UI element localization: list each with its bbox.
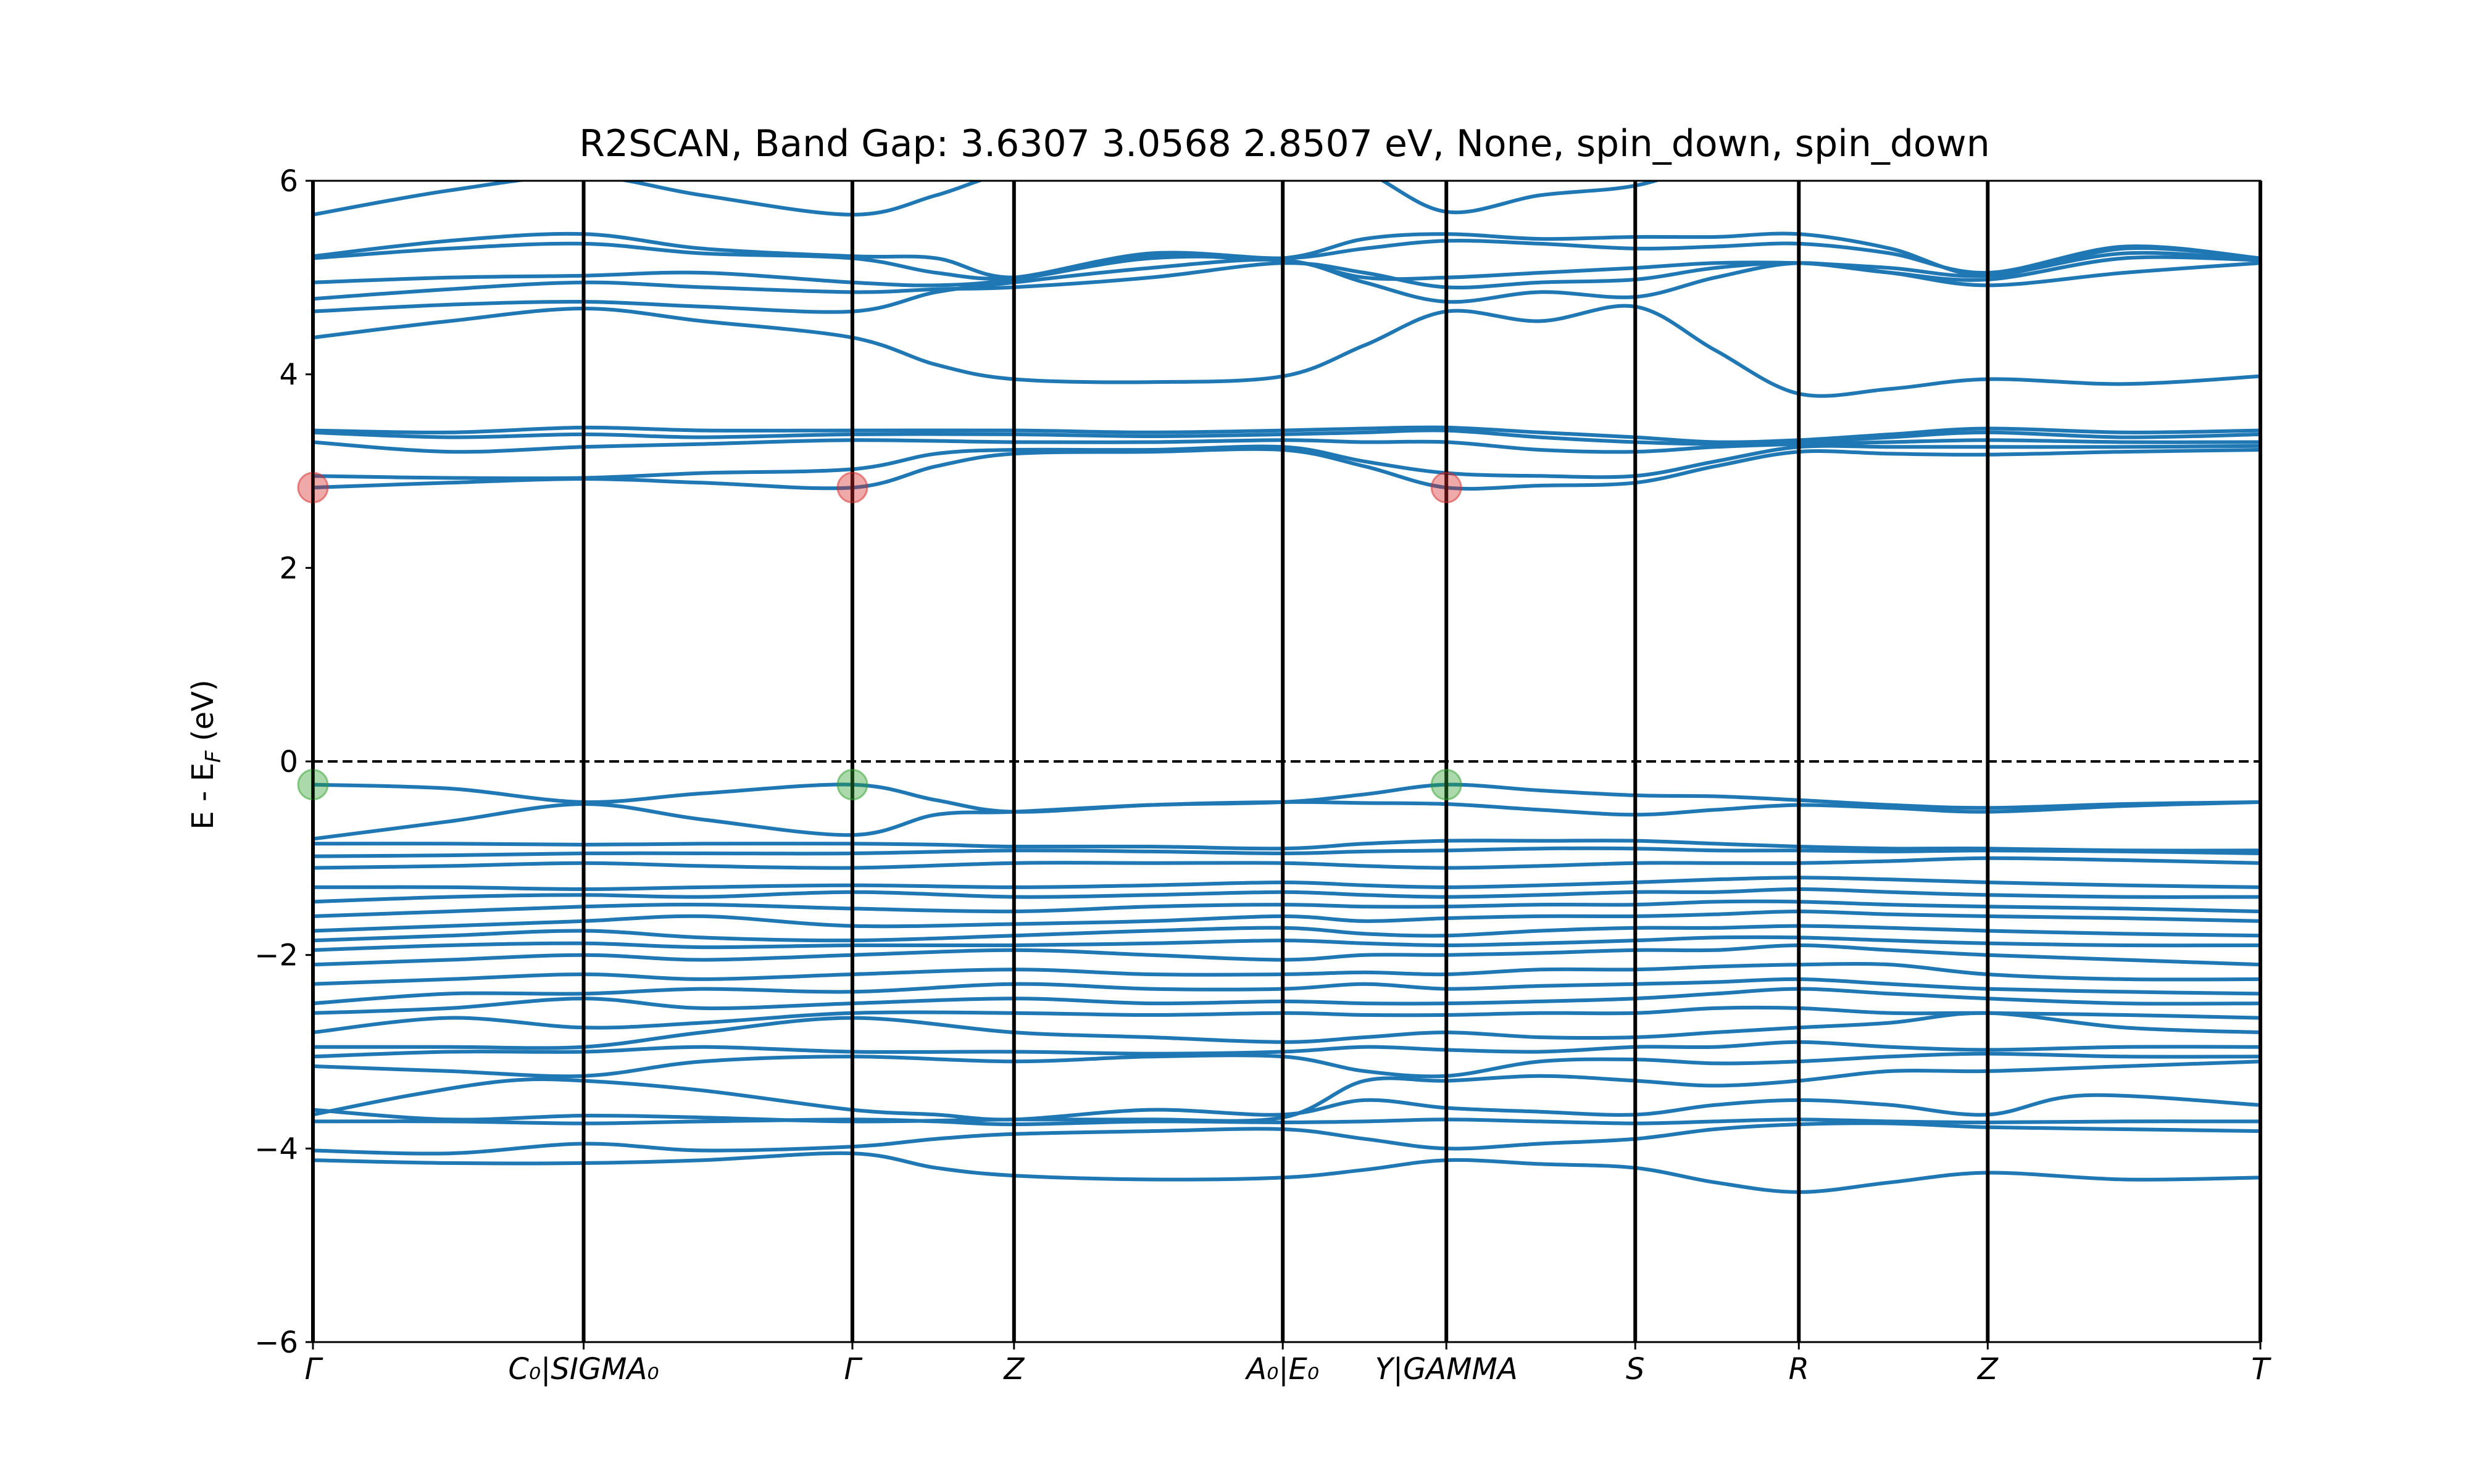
band-line-18: [313, 887, 2260, 904]
vbm-marker-2: [836, 769, 868, 801]
band-line-29: [313, 425, 2260, 444]
band-line-28: [313, 428, 2260, 446]
y-axis-label-unit: (eV): [186, 679, 220, 750]
band-line-24: [313, 782, 2260, 814]
band-line-3: [313, 1117, 2260, 1127]
band-line-15: [313, 924, 2260, 943]
band-line-35: [313, 231, 2260, 280]
band-line-26: [313, 444, 2260, 481]
band-line-11: [313, 977, 2260, 1006]
x-tick-label-9: Z: [1976, 1352, 1999, 1387]
bands-layer: [313, 181, 2260, 1194]
band-line-16: [313, 910, 2260, 933]
x-tick-label-1: Γ: [305, 1352, 323, 1387]
band-line-27: [313, 438, 2260, 454]
y-tick-label-3: −2: [254, 939, 298, 973]
x-tick-label-10: T: [2251, 1352, 2271, 1387]
band-line-14: [313, 935, 2260, 952]
x-tick-label-2: C₀|SIGMA₀: [508, 1352, 659, 1387]
band-line-22: [313, 839, 2260, 853]
band-line-9: [313, 1005, 2260, 1035]
x-tick-label-4: Z: [1002, 1352, 1025, 1387]
band-line-5: [313, 1059, 2260, 1124]
y-axis-label-main: E - E: [186, 763, 220, 830]
y-tick-label-5: 2: [279, 551, 298, 586]
y-tick-label-4: 0: [279, 745, 298, 779]
band-line-2: [313, 1121, 2260, 1156]
band-line-36: [313, 181, 1662, 217]
x-tick-label-6: Y|GAMMA: [1375, 1352, 1518, 1387]
vbm-marker-3: [1430, 769, 1462, 801]
x-tick-label-3: Γ: [844, 1352, 863, 1387]
band-line-13: [313, 943, 2260, 967]
band-line-8: [313, 1011, 2260, 1050]
y-tick-label-6: 4: [279, 358, 298, 392]
y-tick-label-1: −6: [254, 1325, 298, 1360]
band-line-1: [313, 1151, 2260, 1194]
band-line-30: [313, 304, 2260, 398]
cbm-marker-2: [836, 471, 868, 504]
band-line-34: [313, 238, 2260, 281]
band-line-19: [313, 876, 2260, 891]
band-line-23: [313, 800, 2260, 841]
band-line-33: [313, 251, 2260, 288]
band-line-6: [313, 1051, 2260, 1079]
band-line-17: [313, 899, 2260, 918]
y-tick-label-2: −4: [254, 1132, 298, 1166]
y-axis-ticks: −6 −4 −2 0 2 4 6: [254, 164, 313, 1360]
band-line-21: [313, 846, 2260, 858]
band-line-7: [313, 1040, 2260, 1059]
band-line-10: [313, 987, 2260, 1015]
x-tick-label-7: S: [1626, 1352, 1644, 1387]
y-axis-label-sub: F: [201, 750, 226, 763]
band-line-12: [313, 962, 2260, 986]
cbm-marker-3: [1430, 471, 1462, 504]
band-line-25: [313, 447, 2260, 491]
band-line-20: [313, 856, 2260, 870]
chart-title: R2SCAN, Band Gap: 3.6307 3.0568 2.8507 e…: [579, 122, 1990, 165]
x-tick-label-5: A₀|E₀: [1244, 1352, 1319, 1387]
y-tick-label-7: 6: [279, 164, 298, 199]
x-axis-kpoint-labels: Γ C₀|SIGMA₀ Γ Z A₀|E₀ Y|GAMMA S R Z T: [305, 1342, 2271, 1387]
x-tick-label-8: R: [1789, 1352, 1809, 1387]
band-line-4: [313, 1077, 2260, 1122]
y-axis-label: E - EF (eV): [186, 679, 226, 829]
band-line-32: [313, 255, 2260, 301]
